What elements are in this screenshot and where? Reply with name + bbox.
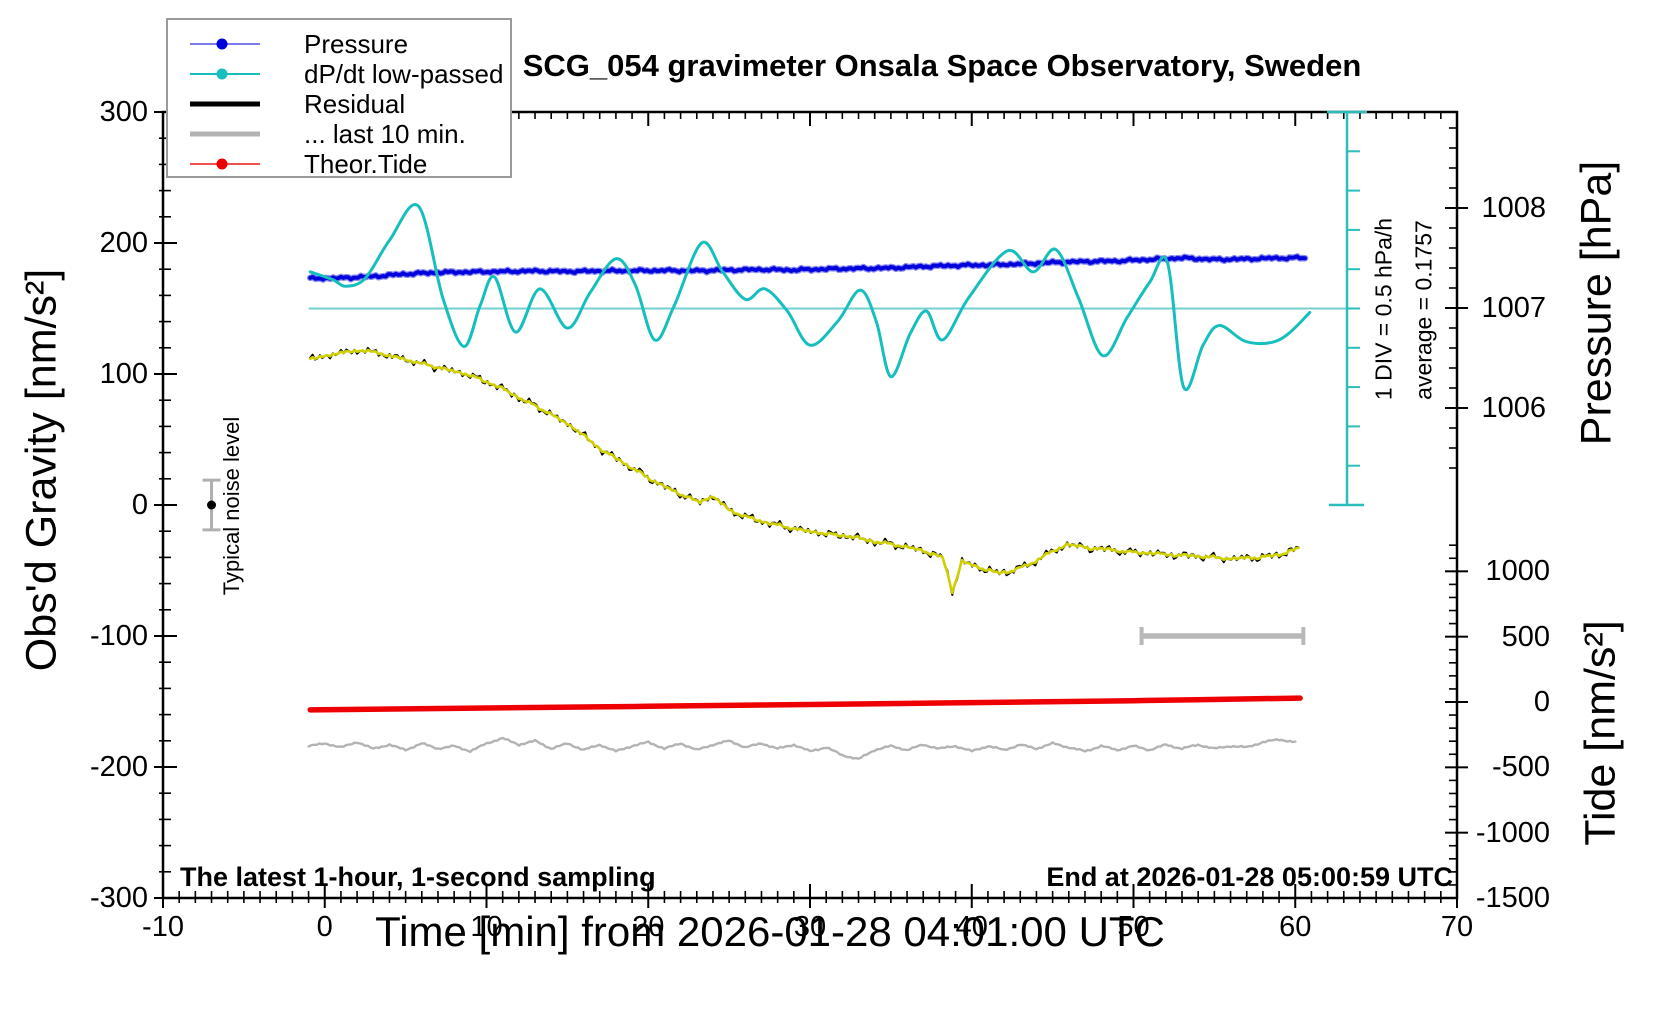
legend-line-swatch xyxy=(190,101,260,107)
gravity-tick-label: 100 xyxy=(99,358,148,390)
legend-item: Theor.Tide xyxy=(168,149,510,179)
legend-sample-line-icon xyxy=(190,119,276,149)
legend-sample-line-icon xyxy=(190,89,276,119)
tide-tick-label: 500 xyxy=(1501,620,1550,653)
x-tick-label: 20 xyxy=(632,911,665,943)
legend-item-label: ... last 10 min. xyxy=(304,118,466,149)
tide-tick-label: -1000 xyxy=(1475,816,1550,849)
gravity-tick-label: -200 xyxy=(89,751,148,783)
end-time-note: End at 2026-01-28 05:00:59 UTC xyxy=(1046,862,1453,892)
pressure-series-line xyxy=(308,254,1307,282)
tide-series-line xyxy=(307,695,1303,713)
tide-tick-label: 1000 xyxy=(1485,555,1550,588)
pressure-tick-label: 1007 xyxy=(1481,292,1546,324)
legend-item: dP/dt low-passed xyxy=(168,59,510,89)
tide-tick-label: -500 xyxy=(1491,751,1550,784)
x-tick-label: 0 xyxy=(316,911,333,943)
div-scale-annotation: 1 DIV = 0.5 hPa/h xyxy=(1370,217,1397,401)
plot-frame xyxy=(161,110,1459,900)
gravity-tick-label: -300 xyxy=(89,882,148,914)
legend-sample-dot-line-icon xyxy=(190,29,276,59)
tide-tick-label: 0 xyxy=(1533,686,1550,718)
legend-item-label: Residual xyxy=(304,88,406,119)
legend-marker-dot xyxy=(216,38,228,50)
residual-series-line xyxy=(308,348,1300,595)
legend-item-label: Pressure xyxy=(304,28,409,59)
noise-level-annotation: Typical noise level xyxy=(219,416,244,596)
gravity-tick-label: 200 xyxy=(99,227,148,259)
x-tick-label: 10 xyxy=(470,911,503,943)
pressure-axis-title: Pressure [hPa] xyxy=(1572,160,1621,446)
pressure-tick-label: 1008 xyxy=(1481,192,1546,224)
legend-sample-dot-line-icon xyxy=(190,149,276,179)
last10-series-line xyxy=(307,736,1297,760)
x-tick-label: 50 xyxy=(1117,911,1150,943)
tide-axis-title: Tide [nm/s²] xyxy=(1576,620,1625,846)
legend-line-swatch xyxy=(190,131,260,137)
chart-title: SCG_054 gravimeter Onsala Space Observat… xyxy=(522,48,1362,83)
gravity-tick-label: -100 xyxy=(89,620,148,652)
pressure-tick-label: 1006 xyxy=(1481,392,1546,424)
x-tick-label: -10 xyxy=(142,911,184,943)
noise-marker-dot xyxy=(207,500,217,510)
x-tick-label: 40 xyxy=(955,911,988,943)
dpdt-series-line xyxy=(308,203,1312,392)
x-tick-label: 30 xyxy=(793,911,827,943)
gravity-axis-title: Obs'd Gravity [nm/s²] xyxy=(17,268,66,672)
x-tick-label: 70 xyxy=(1440,911,1474,943)
legend: Pressure dP/dt low-passed Residual... last… xyxy=(166,18,512,179)
legend-item: Residual xyxy=(168,89,510,119)
gravity-tick-label: 300 xyxy=(99,96,148,128)
legend-sample-dot-line-icon xyxy=(190,59,276,89)
legend-item-label: dP/dt low-passed xyxy=(304,58,504,89)
x-tick-label: 60 xyxy=(1279,911,1312,943)
legend-item: Pressure xyxy=(168,29,510,59)
residual-series-noise xyxy=(309,347,1300,596)
tide-tick-label: -1500 xyxy=(1475,882,1550,914)
legend-marker-dot xyxy=(216,158,228,170)
sampling-note: The latest 1-hour, 1-second sampling xyxy=(180,862,656,892)
legend-item: ... last 10 min. xyxy=(168,119,510,149)
legend-marker-dot xyxy=(216,68,228,80)
legend-item-label: Theor.Tide xyxy=(304,148,428,179)
gravity-tick-label: 0 xyxy=(131,489,148,521)
x-axis-title: Time [min] from 2026-01-28 04:01:00 UTC xyxy=(375,908,1165,955)
